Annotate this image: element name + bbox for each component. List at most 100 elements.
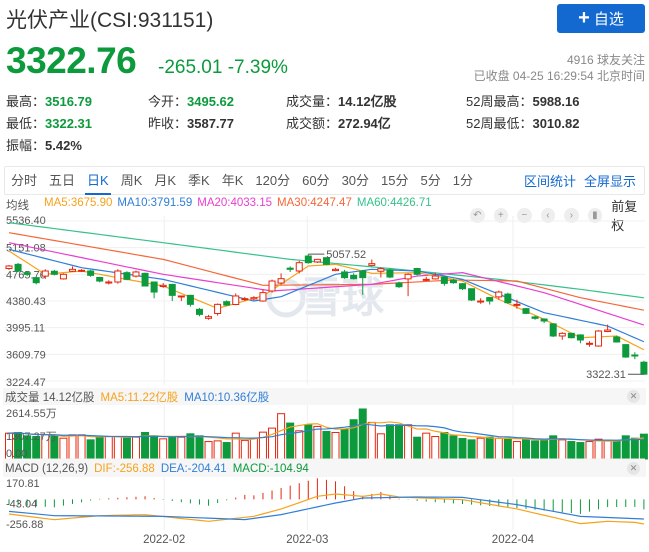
stat-value: 3516.79 bbox=[45, 94, 93, 109]
candle-down bbox=[322, 257, 330, 265]
candle-down bbox=[150, 281, 158, 293]
candle-down bbox=[168, 283, 176, 296]
tab-2[interactable]: 日K bbox=[81, 167, 115, 195]
zoom-in-icon[interactable]: + bbox=[493, 207, 509, 223]
close-volume-icon[interactable]: ✕ bbox=[627, 390, 640, 403]
tab-9[interactable]: 30分 bbox=[341, 173, 370, 188]
ma-legend-item: MA30:4247.47 bbox=[277, 197, 352, 209]
price-tick-label: 3609.79 bbox=[6, 349, 46, 361]
range-stats-link[interactable]: 区间统计 bbox=[523, 174, 576, 189]
close-macd-icon[interactable]: ✕ bbox=[627, 462, 640, 475]
stat-item: 52周最低：3010.82 bbox=[466, 113, 579, 132]
chevron-right-icon[interactable]: › bbox=[564, 207, 579, 223]
tab-10[interactable]: 15分 bbox=[381, 173, 409, 188]
volume-bar bbox=[95, 436, 104, 460]
tab-4[interactable]: 月K bbox=[154, 173, 177, 188]
chart-toolbar: ↶ + − ‹ › ▮ 前复权 bbox=[470, 196, 649, 234]
min-price-annotation: 3322.31 bbox=[586, 369, 626, 381]
undo-icon[interactable]: ↶ bbox=[470, 207, 485, 223]
price-tick-label: 3224.47 bbox=[6, 377, 46, 389]
tab-6[interactable]: 年K bbox=[221, 173, 244, 188]
volume-bar bbox=[322, 430, 331, 460]
stat-label: 最高： bbox=[6, 94, 46, 109]
ma-legend: 均线 MA5:3675.90 MA10:3791.59 MA20:4033.15 MA3… bbox=[6, 197, 432, 213]
candle-up bbox=[295, 262, 303, 272]
stat-item: 52周最高：5988.16 bbox=[466, 91, 579, 110]
current-price: 3322.76 bbox=[6, 40, 137, 81]
macd-tick-label: 170.81 bbox=[6, 478, 40, 490]
stat-value: 3495.62 bbox=[187, 94, 235, 109]
candle-up bbox=[68, 268, 76, 272]
candle-down bbox=[640, 361, 648, 375]
volume-bar bbox=[68, 434, 77, 460]
stat-label: 振幅： bbox=[6, 138, 46, 153]
tab-8[interactable]: 60分 bbox=[302, 173, 330, 188]
ma-legend-item: MA60:4426.71 bbox=[356, 197, 432, 209]
volume-bar bbox=[367, 421, 376, 460]
followers-count[interactable]: 4916 球友关注 bbox=[566, 53, 645, 67]
stat-value: 272.94亿 bbox=[338, 116, 391, 131]
candle-down bbox=[613, 336, 621, 343]
price-adjust-toggle[interactable]: 前复权 bbox=[611, 199, 638, 233]
pause-icon[interactable]: ▮ bbox=[587, 207, 603, 223]
volume-bar bbox=[340, 428, 349, 460]
candle-up bbox=[585, 342, 593, 345]
stat-label: 成交额： bbox=[286, 116, 339, 131]
candle-up bbox=[159, 284, 167, 287]
volume-bar bbox=[358, 408, 367, 460]
date-axis-label: 2022-03 bbox=[286, 534, 328, 546]
tab-12[interactable]: 1分 bbox=[452, 173, 473, 188]
volume-bar bbox=[512, 441, 521, 460]
volume-bar bbox=[331, 431, 340, 460]
candle-down bbox=[576, 334, 584, 341]
candle-down bbox=[459, 283, 466, 290]
candle-up bbox=[513, 303, 521, 306]
tab-0[interactable]: 分时 bbox=[11, 173, 38, 188]
candle-down bbox=[549, 323, 557, 337]
volume-bar bbox=[630, 437, 639, 460]
stat-value: 14.12亿股 bbox=[338, 94, 397, 109]
volume-bar bbox=[503, 437, 512, 460]
fullscreen-link[interactable]: 全屏显示 bbox=[583, 174, 636, 189]
stat-value: 3322.31 bbox=[45, 116, 93, 131]
candle-down bbox=[141, 272, 149, 287]
zoom-out-icon[interactable]: − bbox=[517, 207, 532, 223]
volume-bar bbox=[395, 424, 404, 460]
stat-label: 昨收： bbox=[148, 116, 188, 131]
volume-bar bbox=[567, 441, 576, 460]
candle-up bbox=[495, 291, 503, 298]
tab-5[interactable]: 季K bbox=[188, 173, 210, 188]
ma-label: 均线 bbox=[6, 200, 29, 212]
volume-tick-label: 2614.55万 bbox=[6, 408, 57, 420]
tab-7[interactable]: 120分 bbox=[255, 173, 291, 188]
volume-bar bbox=[476, 437, 485, 460]
candle-down bbox=[567, 332, 575, 339]
macd-tick-label: -256.88 bbox=[6, 519, 43, 531]
volume-bar bbox=[404, 424, 413, 460]
candle-up bbox=[377, 268, 385, 272]
candle-down bbox=[286, 267, 294, 270]
stat-item: 昨收：3587.77 bbox=[148, 113, 234, 132]
volume-bar bbox=[531, 440, 540, 460]
volume-bar bbox=[104, 436, 113, 460]
candle-down bbox=[350, 274, 358, 280]
tab-1[interactable]: 五日 bbox=[49, 173, 76, 188]
date-axis-label: 2022-02 bbox=[143, 534, 185, 546]
volume-bar bbox=[177, 436, 186, 460]
candle-down bbox=[359, 270, 367, 279]
volume-bar bbox=[467, 439, 476, 460]
volume-bar bbox=[131, 436, 140, 460]
candle-down bbox=[440, 276, 448, 284]
page-title: 光伏产业(CSI:931151) bbox=[6, 9, 214, 32]
stat-item: 成交量：14.12亿股 bbox=[286, 91, 397, 110]
tab-11[interactable]: 5分 bbox=[420, 173, 441, 188]
candle-up bbox=[114, 270, 122, 283]
add-watchlist-button[interactable]: + 自选 bbox=[557, 4, 645, 33]
stat-item: 振幅：5.42% bbox=[6, 135, 82, 154]
period-tabs: 分时 五日 日K 周K 月K 季K 年K 120分 60分 30分 15分 5分 1分 区间统计 全屏显示 bbox=[4, 166, 645, 195]
candle-down bbox=[50, 270, 58, 275]
chevron-left-icon[interactable]: ‹ bbox=[540, 207, 556, 223]
tab-3[interactable]: 周K bbox=[120, 173, 143, 188]
candle-down bbox=[622, 344, 630, 358]
